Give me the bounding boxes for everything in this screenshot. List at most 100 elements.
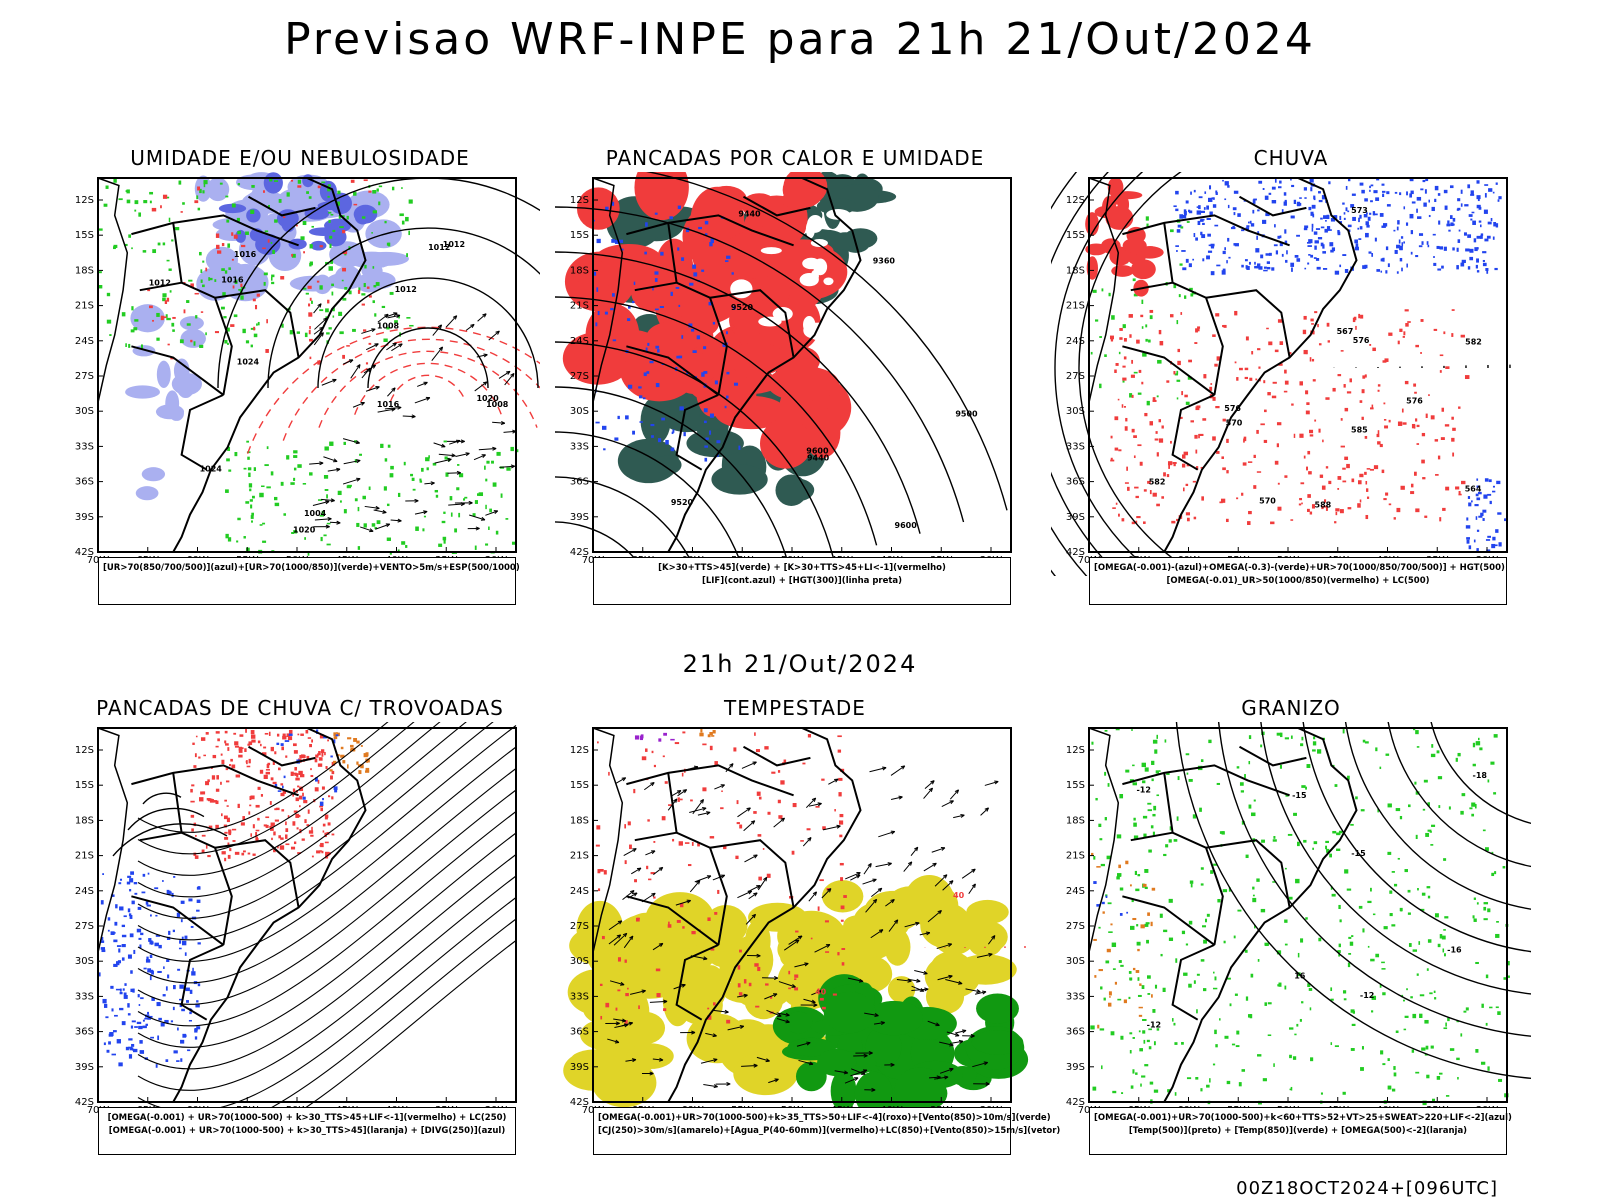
divergence-field-dot (113, 963, 118, 967)
humidity-lower-contour-south-dot (245, 501, 250, 504)
omega-humid-field-dot (1311, 323, 1314, 325)
thunderstorm-field-dot (306, 755, 310, 760)
contour-label: 1008 (377, 322, 400, 331)
wind-vector-850-arrow (939, 1068, 954, 1074)
omega-weak-field-dot (1347, 210, 1350, 213)
humidity-lower-contour-dot (196, 195, 199, 200)
omega-humid-field-dot (1128, 314, 1133, 318)
omega-weak-field-dot (1376, 269, 1381, 272)
divergence-field-dot (100, 900, 104, 905)
wind-vector-850-arrowhead (858, 978, 864, 983)
omega500-field (1091, 852, 1156, 1029)
omega-weak-field-dot (1206, 205, 1209, 210)
wind-vector-arrowhead (356, 477, 361, 482)
omega-humid-field-dot (1357, 503, 1361, 508)
humidity-lower-contour-dot (329, 235, 333, 239)
thickness-dashed-line (282, 338, 540, 441)
temp850-contour-dot (1185, 753, 1190, 756)
omega-humid-field-dot (1270, 521, 1275, 525)
humidity-lower-contour-dot (256, 323, 258, 326)
wind-vector-850-arrowhead (874, 1013, 879, 1018)
contour-label: 40 (953, 891, 965, 900)
wind-vector-850-arrow (798, 1059, 814, 1065)
lat-label: 21S (570, 301, 589, 312)
omega-humid-field-dot (1305, 351, 1308, 355)
lifted-index-contour-dot (676, 355, 681, 359)
humidity-lower-contour-dot (302, 221, 307, 226)
omega-humid-field-dot (1156, 452, 1159, 457)
precipitable-water-contour-west-dot (595, 844, 600, 847)
country-border (248, 745, 316, 767)
thunderstorm-field-dot (221, 813, 223, 817)
omega-weak-field-dot (1303, 227, 1308, 231)
omega-weak-field-dot (1284, 240, 1288, 245)
thickness-contour-dot (309, 356, 312, 360)
humidity-lower-contour-south-dot (317, 499, 323, 501)
divergence-field-dot (180, 919, 183, 923)
omega-weak-field-dot (1204, 191, 1207, 194)
thickness-contour-dot (240, 244, 246, 248)
divergence-field-dot (173, 985, 176, 990)
humidity-lower-contour-dot (372, 266, 375, 269)
precipitable-water-contour-west-dot (702, 743, 707, 746)
temp850-contour-dot (1168, 937, 1174, 941)
omega-weak-field-dot (1197, 220, 1201, 226)
humidity-lower-contour-south-dot (234, 451, 238, 457)
temp850-contour-dot (1217, 898, 1221, 903)
omega-weak-field-dot (1262, 219, 1267, 224)
precipitable-water-contour-west-dot (739, 949, 742, 953)
humidity-lower-contour-dot (257, 321, 260, 326)
plot-frame (97, 727, 517, 1103)
omega-humid-field-dot (1342, 467, 1346, 470)
humidity-lower-contour-dot (149, 200, 152, 204)
lifted-index-contour-dot (670, 291, 673, 296)
divergence-field-dot (118, 948, 121, 953)
wind-vector-arrowhead (374, 343, 379, 348)
temp850-contour-dot (1443, 1027, 1448, 1030)
thunderstorm-field-dot (320, 807, 324, 812)
country-border (1122, 214, 1290, 247)
lat-label: 36S (75, 1027, 94, 1038)
humidity-lower-contour-south-dot (356, 522, 360, 527)
thunderstorm-field-dot (308, 830, 314, 834)
humidity-lower-contour-south-dot (362, 495, 366, 500)
temp850-contour-dot (1236, 766, 1240, 769)
thickness-contour-dot (180, 211, 183, 213)
divergence-field-dot (136, 928, 142, 933)
temp850-contour-dot (1106, 855, 1112, 860)
temp850-contour-dot (1131, 898, 1134, 903)
thickness-contour-dot (252, 298, 256, 302)
omega-weak-field-dot (1207, 233, 1211, 237)
precipitable-water-contour-west-dot (597, 741, 599, 744)
wind-vector-850-arrowhead (706, 811, 711, 816)
omega-weak-field-dot (1436, 245, 1440, 249)
plot-frame (1088, 727, 1508, 1103)
humidity-lower-contour-dot (186, 300, 190, 303)
omega-weak-field-dot (1188, 263, 1192, 268)
omega-humid-field-dot (1366, 468, 1371, 470)
wind-vector-arrow (359, 526, 374, 532)
temp850-contour-dot (1457, 752, 1461, 757)
omega-weak-field-dot (1350, 204, 1355, 208)
thickness-contour-dot (266, 319, 268, 324)
temp850-contour-dot (1140, 1083, 1142, 1087)
omega-humid-field-dot (1129, 334, 1132, 338)
wind-vector-850-arrowhead (955, 1032, 960, 1037)
omega-weak-field-dot (1352, 216, 1356, 221)
wind-vector-850-arrow (700, 1058, 718, 1064)
humidity-lower-contour-dot (311, 225, 314, 228)
humidity-lower-contour-south-dot (506, 467, 511, 471)
humidity-lower-contour-south-dot (380, 443, 384, 448)
temp850-contour-dot (1095, 797, 1098, 801)
omega-weak-field-dot (1303, 187, 1307, 191)
omega-humid-field-dot (1359, 400, 1363, 403)
omega-weak-field-dot (1202, 258, 1205, 262)
thunderstorm-field-dot (193, 852, 197, 856)
temp850-contour-dot (1252, 897, 1257, 903)
country-border (172, 772, 233, 946)
thickness-contour-dot (254, 304, 258, 310)
omega-humid-field-dot (1364, 374, 1367, 378)
omega-humid-field-dot (1278, 363, 1283, 366)
temp850-contour-dot (1215, 1044, 1218, 1048)
temp850-contour-dot (1336, 832, 1341, 836)
